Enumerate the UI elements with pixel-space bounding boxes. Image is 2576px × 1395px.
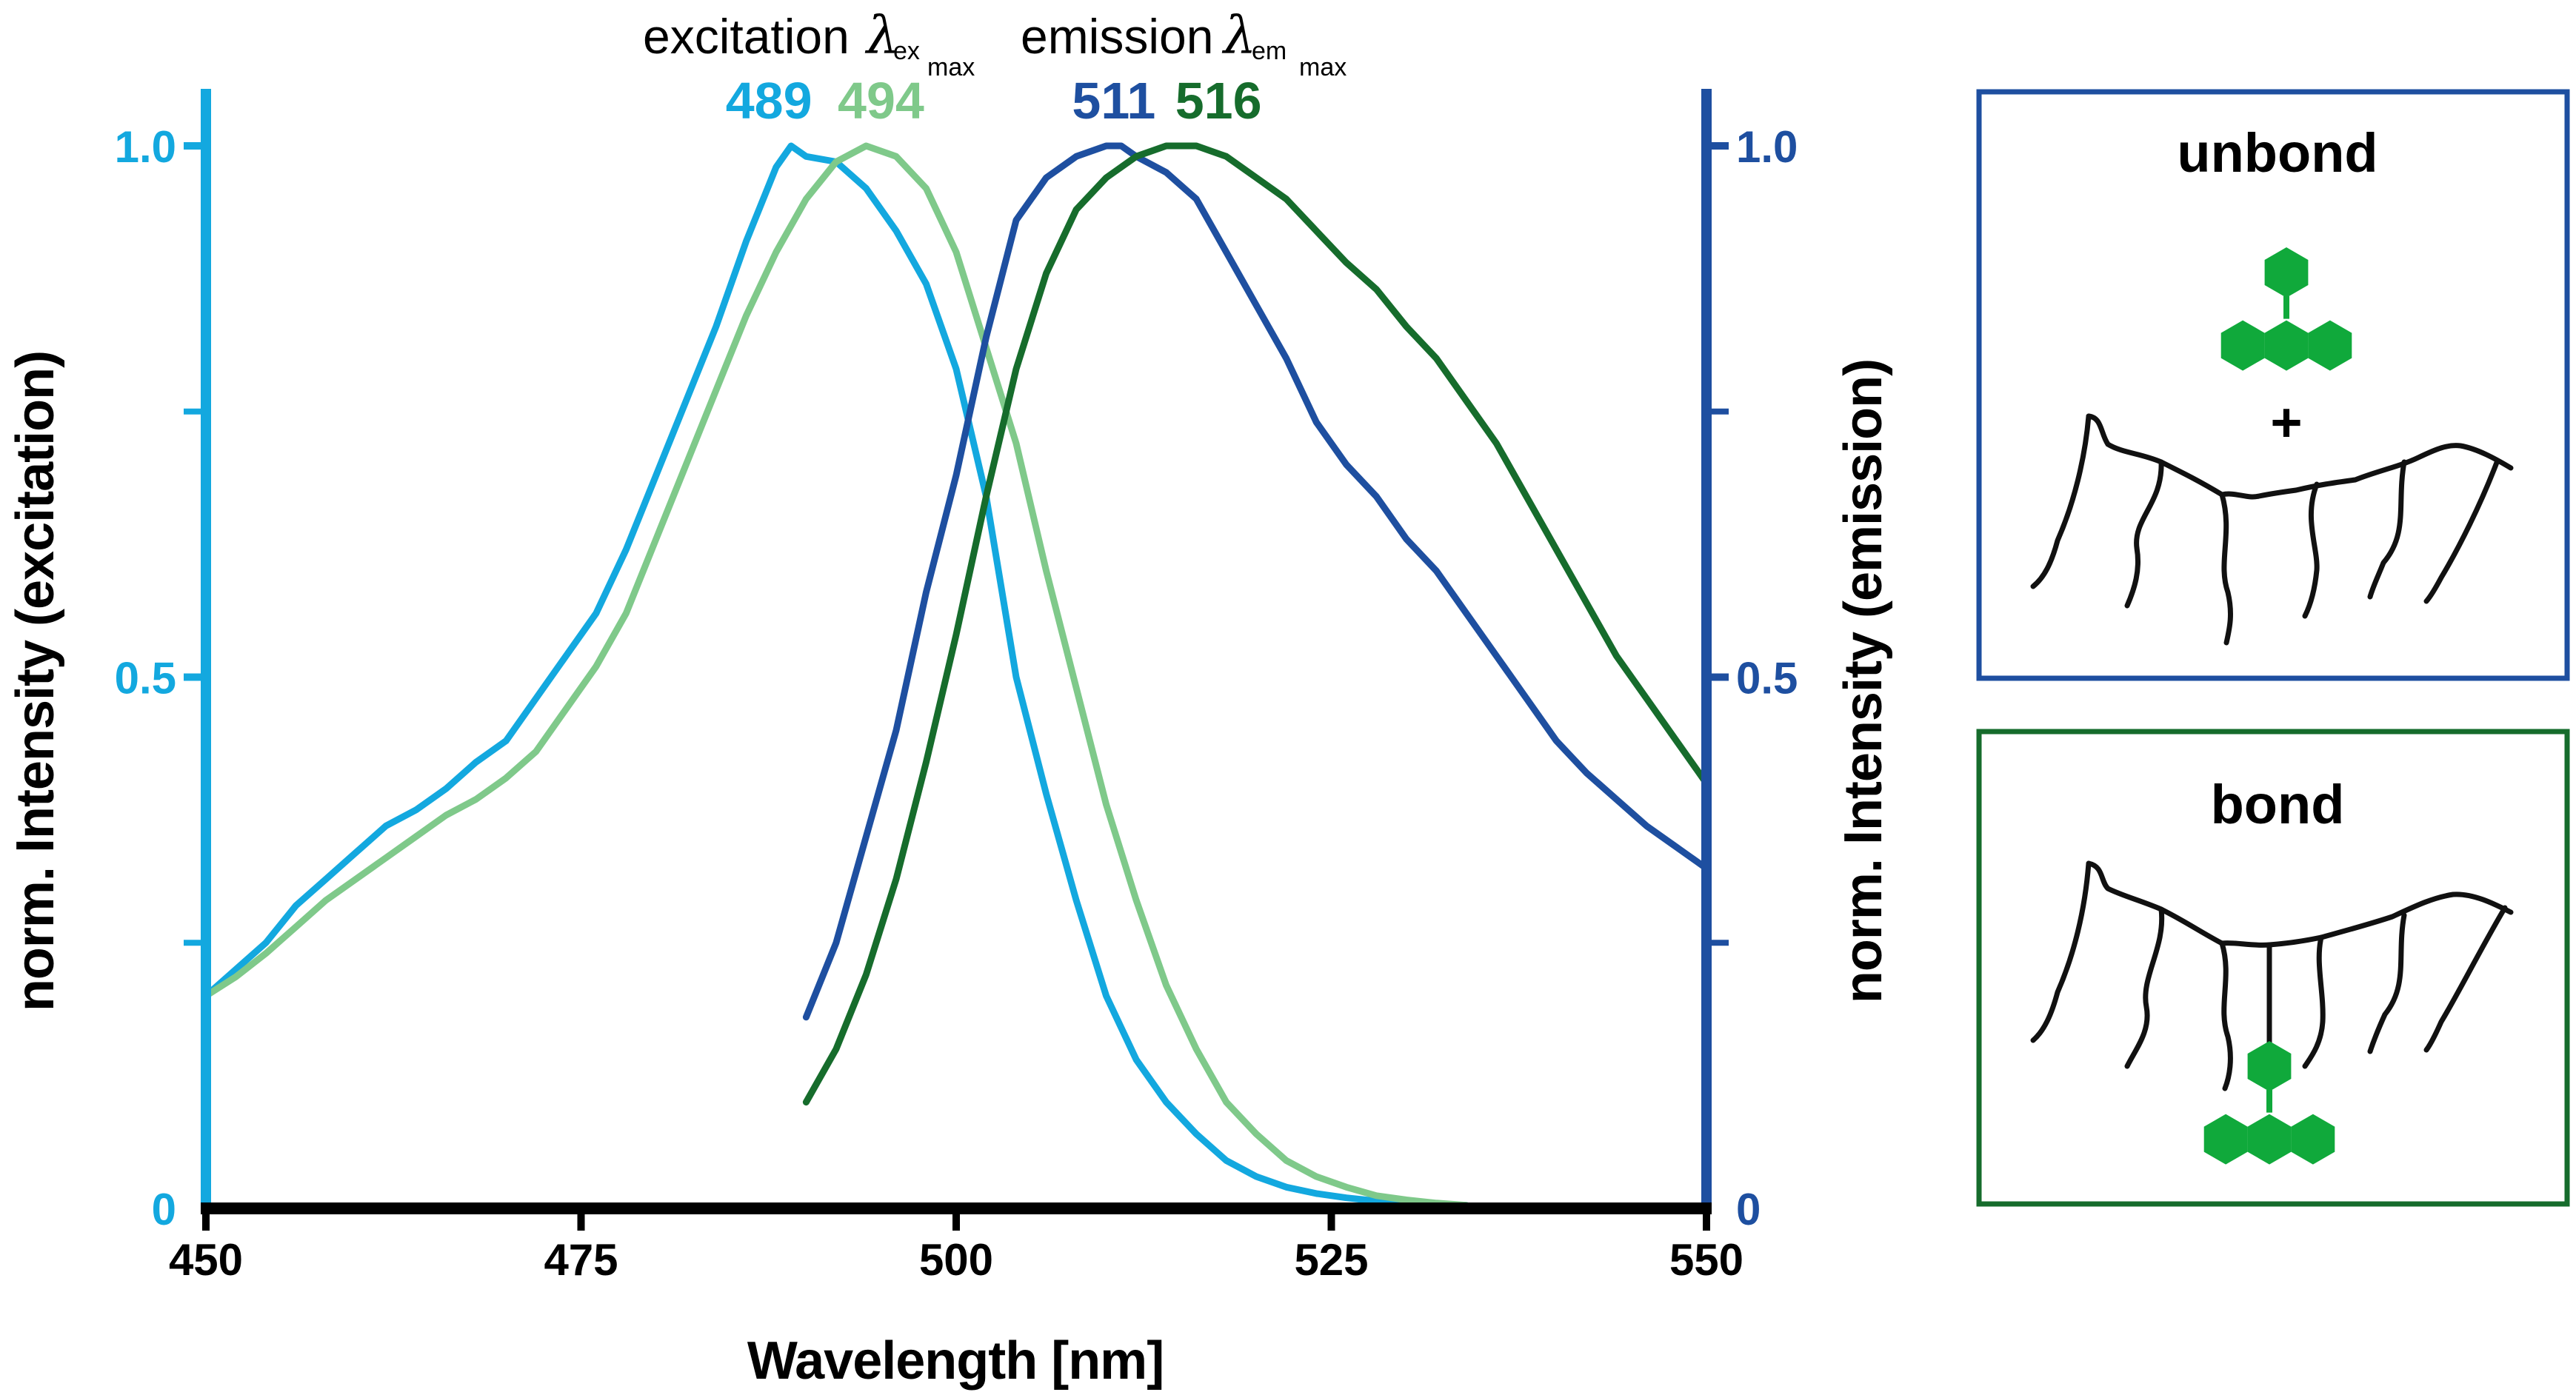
hexagon-ring bbox=[2247, 1041, 2292, 1091]
bond-panel: bond bbox=[1976, 729, 2570, 1207]
linker-bond bbox=[2283, 296, 2289, 319]
right-y-tick-label: 0 bbox=[1736, 1185, 1761, 1234]
svg-text:λ: λ bbox=[864, 5, 899, 66]
unbond-panel: unbond + bbox=[1976, 89, 2570, 681]
svg-text:emission: emission bbox=[1021, 9, 1213, 64]
peak-labels: 489 494 511 516 bbox=[726, 72, 1262, 130]
hexagon-ring bbox=[2264, 247, 2309, 298]
hexagon-ring bbox=[2291, 1114, 2335, 1165]
x-tick-label: 475 bbox=[544, 1235, 618, 1285]
left-y-tick-label: 0.5 bbox=[115, 654, 176, 703]
hexagon-ring bbox=[2247, 1114, 2292, 1165]
x-axis-title: Wavelength [nm] bbox=[747, 1331, 1164, 1391]
peak-label-emission_bond: 516 bbox=[1175, 72, 1262, 130]
left-y-tick-label: 1.0 bbox=[115, 122, 176, 172]
bond-panel-title: bond bbox=[2211, 774, 2345, 835]
left-y-axis-title: norm. Intensity (excitation) bbox=[6, 351, 65, 1011]
emission-title: emission λ em max bbox=[1021, 5, 1347, 81]
unbond-panel-title: unbond bbox=[2177, 122, 2378, 184]
peak-label-excitation_unbond: 489 bbox=[726, 72, 812, 130]
fluorophore-icon bbox=[2203, 1041, 2335, 1165]
hexagon-ring bbox=[2203, 1114, 2248, 1165]
polymer-network-icon bbox=[2030, 860, 2514, 1091]
x-tick-label: 450 bbox=[169, 1235, 243, 1285]
svg-text:max: max bbox=[1299, 53, 1347, 81]
fluorophore-icon bbox=[2220, 247, 2352, 371]
series-line-excitation_unbond bbox=[202, 142, 1470, 1209]
unbond-panel-border bbox=[1976, 89, 2570, 681]
svg-text:ex: ex bbox=[893, 37, 920, 65]
right-y-axis-title: norm. Intensity (emission) bbox=[1834, 359, 1893, 1003]
linker-bond bbox=[2266, 1090, 2272, 1113]
peak-label-excitation_bond: 494 bbox=[838, 72, 924, 130]
x-tick-label: 500 bbox=[919, 1235, 993, 1285]
hexagon-ring bbox=[2308, 320, 2352, 371]
plus-sign: + bbox=[2270, 392, 2302, 453]
bond-panel-border bbox=[1976, 729, 2570, 1207]
polymer-network-icon bbox=[2030, 413, 2514, 646]
svg-text:excitation: excitation bbox=[643, 9, 850, 64]
series-line-emission_bond bbox=[802, 142, 1710, 1105]
series-line-emission_unbond bbox=[802, 142, 1710, 1021]
hexagon-ring bbox=[2220, 320, 2265, 371]
peak-label-emission_unbond: 511 bbox=[1072, 72, 1155, 130]
right-y-tick-label: 1.0 bbox=[1736, 122, 1798, 172]
svg-text:max: max bbox=[927, 53, 975, 81]
x-tick-label: 525 bbox=[1294, 1235, 1368, 1285]
series-lines bbox=[202, 142, 1710, 1209]
x-tick-label: 550 bbox=[1669, 1235, 1744, 1285]
svg-text:λ: λ bbox=[1221, 5, 1256, 66]
left-y-tick-label: 0 bbox=[152, 1185, 176, 1234]
svg-text:em: em bbox=[1252, 37, 1287, 65]
excitation-title: excitation λ ex max bbox=[643, 5, 975, 81]
hexagon-ring bbox=[2264, 320, 2309, 371]
right-y-tick-label: 0.5 bbox=[1736, 654, 1798, 703]
series-line-excitation_bond bbox=[202, 142, 1470, 1209]
axis-ticks bbox=[184, 142, 1729, 1231]
